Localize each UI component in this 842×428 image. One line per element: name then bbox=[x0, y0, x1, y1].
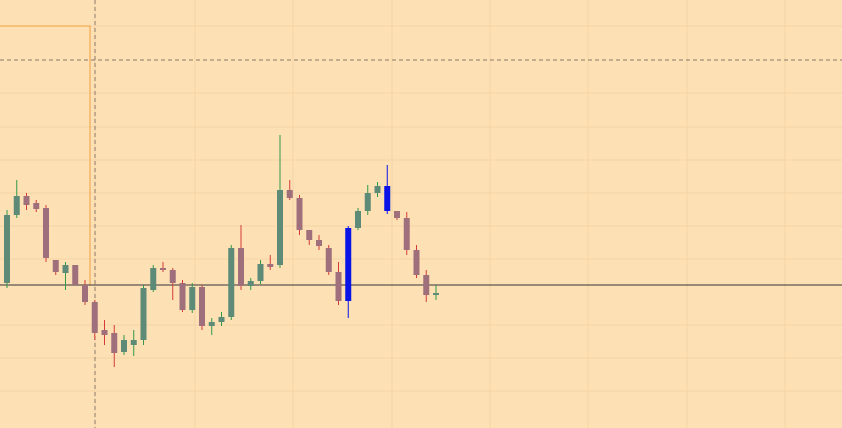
candle-body bbox=[62, 265, 69, 273]
candles bbox=[4, 135, 439, 367]
candle-body bbox=[199, 287, 205, 326]
candle-body bbox=[257, 264, 264, 281]
candle-body bbox=[306, 230, 313, 240]
candle-body bbox=[160, 268, 166, 270]
candle-body bbox=[345, 228, 352, 301]
candle-body bbox=[23, 196, 30, 205]
candle-body bbox=[33, 203, 40, 209]
candle-body bbox=[296, 198, 303, 230]
candle-body bbox=[4, 215, 10, 283]
candle-body bbox=[150, 268, 157, 290]
candle-body bbox=[91, 302, 98, 333]
candle-body bbox=[179, 283, 186, 310]
candle-body bbox=[247, 281, 254, 286]
candle-body bbox=[228, 248, 235, 317]
candle-body bbox=[325, 248, 332, 272]
candle-body bbox=[384, 186, 391, 211]
candle-body bbox=[335, 272, 342, 301]
candle-body bbox=[111, 333, 118, 353]
range-box bbox=[0, 25, 91, 285]
candle-body bbox=[355, 211, 361, 228]
candle-body bbox=[208, 322, 215, 326]
candle-body bbox=[169, 270, 176, 283]
candle-body bbox=[374, 186, 381, 193]
candle-body bbox=[316, 240, 322, 246]
candle-body bbox=[130, 340, 137, 345]
candle-body bbox=[82, 285, 88, 302]
candle-body bbox=[286, 190, 293, 198]
candle-body bbox=[121, 340, 127, 352]
candle-body bbox=[364, 193, 371, 211]
candle-body bbox=[101, 330, 108, 335]
candle-body bbox=[423, 275, 430, 295]
candle-body bbox=[433, 293, 439, 295]
candle-body bbox=[394, 211, 400, 218]
candle-body bbox=[72, 265, 79, 285]
candle-body bbox=[140, 288, 147, 340]
candle-body bbox=[43, 208, 49, 258]
candle-body bbox=[189, 287, 196, 310]
candle-body bbox=[277, 190, 283, 265]
candle-body bbox=[413, 250, 420, 275]
candle-body bbox=[267, 264, 274, 267]
candle-body bbox=[238, 248, 244, 286]
candle-body bbox=[13, 196, 20, 215]
candle-body bbox=[403, 218, 410, 250]
candle-body bbox=[218, 317, 225, 322]
candle-body bbox=[52, 260, 59, 272]
